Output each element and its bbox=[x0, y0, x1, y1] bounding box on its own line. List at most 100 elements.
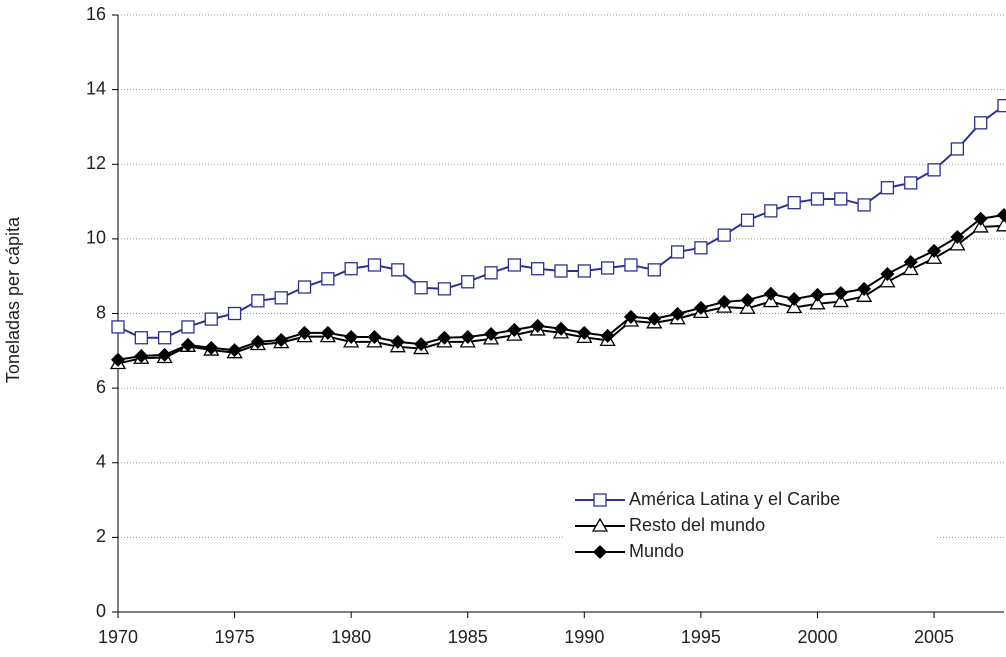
marker bbox=[507, 322, 522, 337]
marker bbox=[694, 241, 708, 255]
marker bbox=[367, 330, 382, 345]
legend-box bbox=[565, 484, 937, 568]
marker bbox=[927, 243, 942, 258]
marker bbox=[227, 306, 242, 321]
marker bbox=[297, 325, 312, 340]
marker bbox=[250, 334, 265, 349]
marker bbox=[833, 285, 848, 300]
y-tick-label: 0 bbox=[96, 601, 106, 621]
series-line bbox=[117, 104, 1005, 339]
x-tick-label: 1985 bbox=[448, 627, 488, 647]
marker bbox=[251, 294, 265, 308]
marker bbox=[134, 331, 148, 345]
marker bbox=[157, 347, 172, 362]
marker bbox=[880, 181, 895, 195]
marker bbox=[391, 263, 405, 277]
y-tick-label: 16 bbox=[86, 4, 106, 24]
marker bbox=[274, 332, 289, 347]
y-tick-label: 4 bbox=[96, 452, 106, 472]
marker bbox=[321, 272, 335, 286]
marker bbox=[157, 331, 172, 345]
y-tick-label: 14 bbox=[86, 78, 106, 98]
marker bbox=[717, 294, 732, 309]
marker bbox=[593, 493, 607, 507]
marker bbox=[670, 306, 685, 321]
marker bbox=[647, 263, 661, 277]
marker bbox=[577, 264, 591, 278]
marker bbox=[997, 207, 1006, 222]
marker bbox=[180, 337, 195, 352]
legend-label: Mundo bbox=[629, 541, 684, 561]
x-tick-label: 1975 bbox=[215, 627, 255, 647]
marker bbox=[787, 291, 802, 306]
marker bbox=[786, 299, 803, 314]
marker bbox=[972, 218, 989, 233]
marker bbox=[880, 266, 895, 281]
marker bbox=[530, 318, 545, 333]
y-tick-label: 12 bbox=[86, 153, 106, 173]
marker bbox=[857, 281, 872, 296]
marker bbox=[531, 262, 545, 276]
y-tick-label: 8 bbox=[96, 302, 106, 322]
y-axis-label: Toneladas per cápita bbox=[3, 216, 23, 383]
legend-label: Resto del mundo bbox=[629, 515, 765, 535]
x-tick-label: 2005 bbox=[914, 627, 954, 647]
marker bbox=[764, 204, 778, 218]
marker bbox=[927, 163, 941, 177]
marker bbox=[414, 337, 429, 352]
marker bbox=[204, 312, 218, 326]
marker bbox=[554, 264, 568, 278]
marker bbox=[693, 300, 708, 315]
x-tick-label: 1970 bbox=[98, 627, 138, 647]
marker bbox=[437, 282, 452, 296]
marker bbox=[344, 330, 359, 345]
marker bbox=[832, 293, 849, 308]
marker bbox=[670, 245, 685, 259]
y-tick-label: 6 bbox=[96, 377, 106, 397]
marker bbox=[204, 340, 219, 355]
legend-label: América Latina y el Caribe bbox=[629, 489, 840, 509]
marker bbox=[274, 291, 288, 305]
marker bbox=[111, 320, 125, 334]
marker bbox=[344, 262, 358, 276]
marker bbox=[367, 258, 382, 272]
marker bbox=[181, 320, 195, 334]
marker bbox=[950, 142, 965, 156]
marker bbox=[997, 99, 1006, 113]
marker bbox=[740, 293, 755, 308]
marker bbox=[593, 545, 607, 559]
marker bbox=[111, 352, 125, 367]
marker bbox=[857, 198, 871, 212]
marker bbox=[437, 330, 452, 345]
marker bbox=[577, 325, 592, 340]
marker bbox=[787, 196, 801, 210]
marker bbox=[717, 228, 731, 242]
marker bbox=[950, 230, 965, 245]
marker bbox=[810, 192, 825, 206]
marker bbox=[507, 258, 522, 272]
x-tick-label: 1980 bbox=[331, 627, 371, 647]
marker bbox=[227, 343, 242, 358]
marker bbox=[591, 517, 609, 532]
marker bbox=[623, 309, 638, 324]
marker bbox=[834, 192, 848, 206]
x-tick-label: 1990 bbox=[564, 627, 604, 647]
series-line bbox=[117, 224, 1005, 365]
marker bbox=[484, 327, 499, 342]
x-tick-label: 1995 bbox=[681, 627, 721, 647]
marker bbox=[740, 213, 755, 227]
marker bbox=[600, 261, 615, 275]
y-tick-label: 10 bbox=[86, 228, 106, 248]
marker bbox=[809, 295, 826, 310]
marker bbox=[973, 211, 988, 226]
marker bbox=[903, 255, 918, 270]
marker bbox=[739, 299, 756, 314]
marker bbox=[810, 287, 825, 302]
marker bbox=[414, 281, 428, 295]
marker bbox=[134, 349, 149, 364]
marker bbox=[461, 275, 475, 289]
marker bbox=[390, 334, 405, 349]
marker bbox=[297, 280, 312, 294]
marker bbox=[484, 266, 498, 280]
